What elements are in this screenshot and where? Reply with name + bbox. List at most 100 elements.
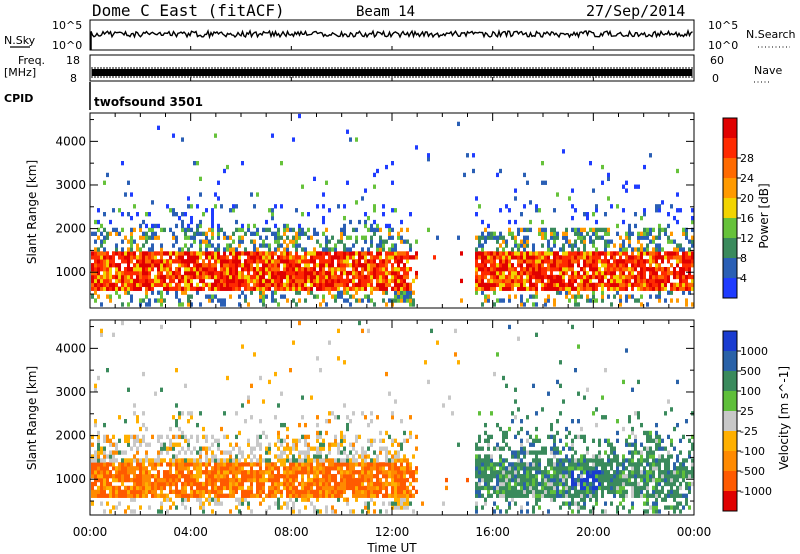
velocity-cell [211, 509, 214, 514]
power-cell [589, 259, 592, 264]
velocity-cell [337, 415, 340, 420]
power-cell [244, 251, 247, 256]
power-cell [115, 278, 118, 284]
power-cell [217, 235, 220, 240]
velocity-cell [391, 470, 394, 475]
power-cell [574, 227, 577, 233]
velocity-cell [490, 454, 493, 459]
velocity-cell [157, 434, 160, 440]
power-cell [622, 270, 625, 276]
date-title: 27/Sep/2014 [586, 2, 685, 20]
power-cell [601, 180, 604, 185]
power-cell [346, 298, 349, 303]
velocity-cell [514, 415, 517, 420]
velocity-cell [268, 473, 271, 479]
velocity-cell [169, 466, 172, 471]
velocity-cell [247, 438, 250, 443]
power-cell [331, 266, 334, 272]
power-cell [388, 227, 391, 233]
power-cell [334, 266, 337, 272]
power-cell [493, 231, 496, 236]
velocity-cell [493, 509, 496, 514]
velocity-cell [400, 458, 403, 463]
power-cell [502, 278, 505, 284]
power-cell [301, 255, 304, 260]
velocity-cell [307, 462, 310, 467]
velocity-cell [229, 450, 232, 455]
velocity-cell [559, 505, 562, 510]
power-cell [484, 266, 487, 272]
power-cell [193, 270, 196, 276]
power-cell [391, 278, 394, 284]
power-cell [403, 298, 406, 303]
power-cell [391, 160, 394, 166]
velocity-cell [478, 434, 481, 440]
power-cell [232, 231, 235, 236]
power-cell [181, 137, 184, 142]
velocity-cell [523, 489, 526, 495]
power-cell [109, 274, 112, 280]
power-cell [253, 223, 256, 229]
power-cell [394, 247, 397, 252]
power-cell [610, 266, 613, 272]
velocity-cell [247, 473, 250, 479]
velocity-cell [595, 407, 598, 412]
velocity-cell [484, 485, 487, 491]
power-cell [253, 270, 256, 276]
power-cell [487, 266, 490, 272]
power-cell [265, 243, 268, 248]
power-cell [520, 259, 523, 264]
power-cell [601, 282, 604, 288]
power-cell [94, 259, 97, 264]
velocity-cell [157, 473, 160, 479]
power-cell [274, 251, 277, 256]
velocity-cell [106, 434, 109, 440]
power-cell [688, 290, 691, 295]
nsky-label: N.Sky [4, 34, 36, 47]
velocity-cell [571, 485, 574, 491]
power-cell [142, 255, 145, 260]
velocity-cell [214, 501, 217, 506]
power-cell [364, 286, 367, 291]
power-cell [211, 286, 214, 291]
velocity-cell [556, 477, 559, 483]
power-cell [214, 274, 217, 280]
velocity-cell [493, 485, 496, 491]
velocity-cell [313, 466, 316, 471]
power-cell [565, 251, 568, 256]
velocity-cell [103, 458, 106, 463]
power-cell [226, 247, 229, 252]
power-cell [613, 251, 616, 256]
velocity-cell [553, 462, 556, 467]
power-cell [109, 255, 112, 260]
velocity-cell [130, 509, 133, 514]
velocity-cell [175, 470, 178, 475]
velocity-cell [256, 489, 259, 495]
power-cell [376, 243, 379, 248]
power-cell [127, 302, 130, 307]
velocity-cell [409, 434, 412, 440]
power-cell [184, 243, 187, 248]
velocity-cell [280, 505, 283, 510]
power-cell [94, 251, 97, 256]
velocity-cell [382, 473, 385, 479]
velocity-cell [295, 442, 298, 447]
velocity-cell [517, 470, 520, 475]
velocity-cell [532, 438, 535, 443]
velocity-cell [316, 462, 319, 467]
power-cell [370, 274, 373, 280]
power-cell [391, 180, 394, 185]
velocity-cell [616, 485, 619, 491]
velocity-cell [475, 470, 478, 475]
velocity-cell [610, 489, 613, 495]
power-cell [196, 263, 199, 268]
power-cell [604, 212, 607, 217]
velocity-cell [109, 481, 112, 487]
power-cell [592, 227, 595, 233]
velocity-cell [532, 489, 535, 495]
power-cell [415, 255, 418, 260]
velocity-cell [526, 450, 529, 455]
velocity-cell [295, 466, 298, 471]
velocity-cell [109, 473, 112, 479]
velocity-cell [535, 477, 538, 483]
